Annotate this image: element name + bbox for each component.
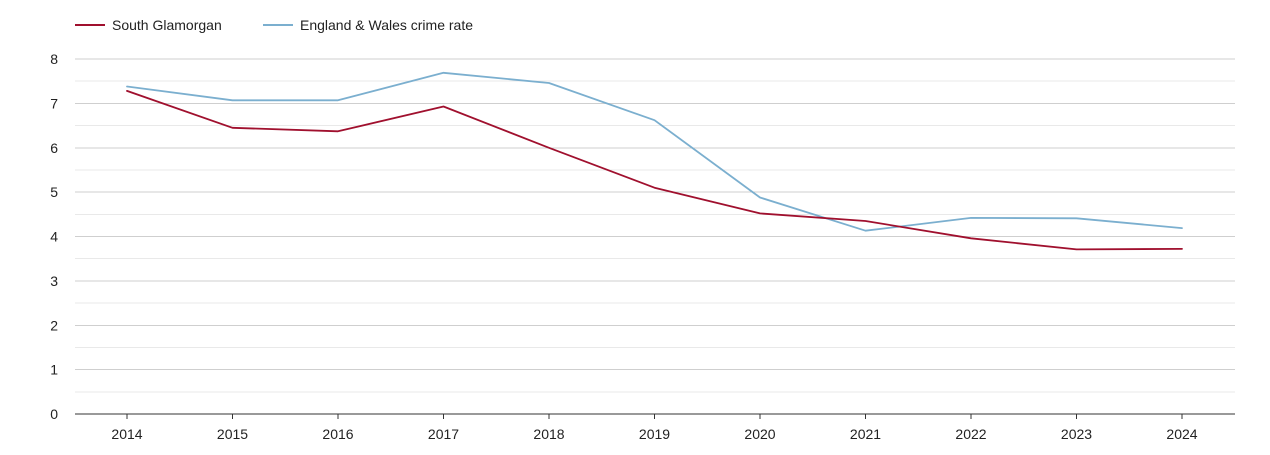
y-tick-label: 6 xyxy=(50,140,58,156)
x-tick-label: 2024 xyxy=(1166,426,1197,442)
legend-label-south-glamorgan: South Glamorgan xyxy=(112,17,222,33)
x-tick-label: 2017 xyxy=(428,426,459,442)
y-tick-label: 0 xyxy=(50,406,58,422)
y-tick-label: 4 xyxy=(50,229,58,245)
x-tick-label: 2015 xyxy=(217,426,248,442)
legend-label-england-wales-crime-rate: England & Wales crime rate xyxy=(300,17,473,33)
x-tick-label: 2019 xyxy=(639,426,670,442)
y-axis: 0 1 2 3 4 5 6 7 8 xyxy=(50,51,58,422)
x-tick-label: 2016 xyxy=(322,426,353,442)
y-tick-label: 5 xyxy=(50,184,58,200)
x-axis: 2014 2015 2016 2017 2018 2019 2020 2021 2022 2023… xyxy=(75,413,1235,442)
x-tick-label: 2018 xyxy=(533,426,564,442)
y-tick-label: 8 xyxy=(50,51,58,67)
chart-series xyxy=(126,71,1183,251)
y-tick-label: 2 xyxy=(50,317,58,333)
x-tick-label: 2023 xyxy=(1061,426,1092,442)
x-tick-label: 2014 xyxy=(111,426,142,442)
chart-gridlines xyxy=(75,58,1235,393)
y-tick-label: 7 xyxy=(50,95,58,111)
series-line-south-glamorgan xyxy=(126,90,1183,251)
y-tick-label: 3 xyxy=(50,273,58,289)
chart-legend: South Glamorgan England & Wales crime rat… xyxy=(75,17,473,33)
x-tick-label: 2021 xyxy=(850,426,881,442)
x-tick-label: 2020 xyxy=(744,426,775,442)
x-tick-label: 2022 xyxy=(955,426,986,442)
series-line-england-wales-crime-rate xyxy=(126,71,1183,232)
y-tick-label: 1 xyxy=(50,362,58,378)
